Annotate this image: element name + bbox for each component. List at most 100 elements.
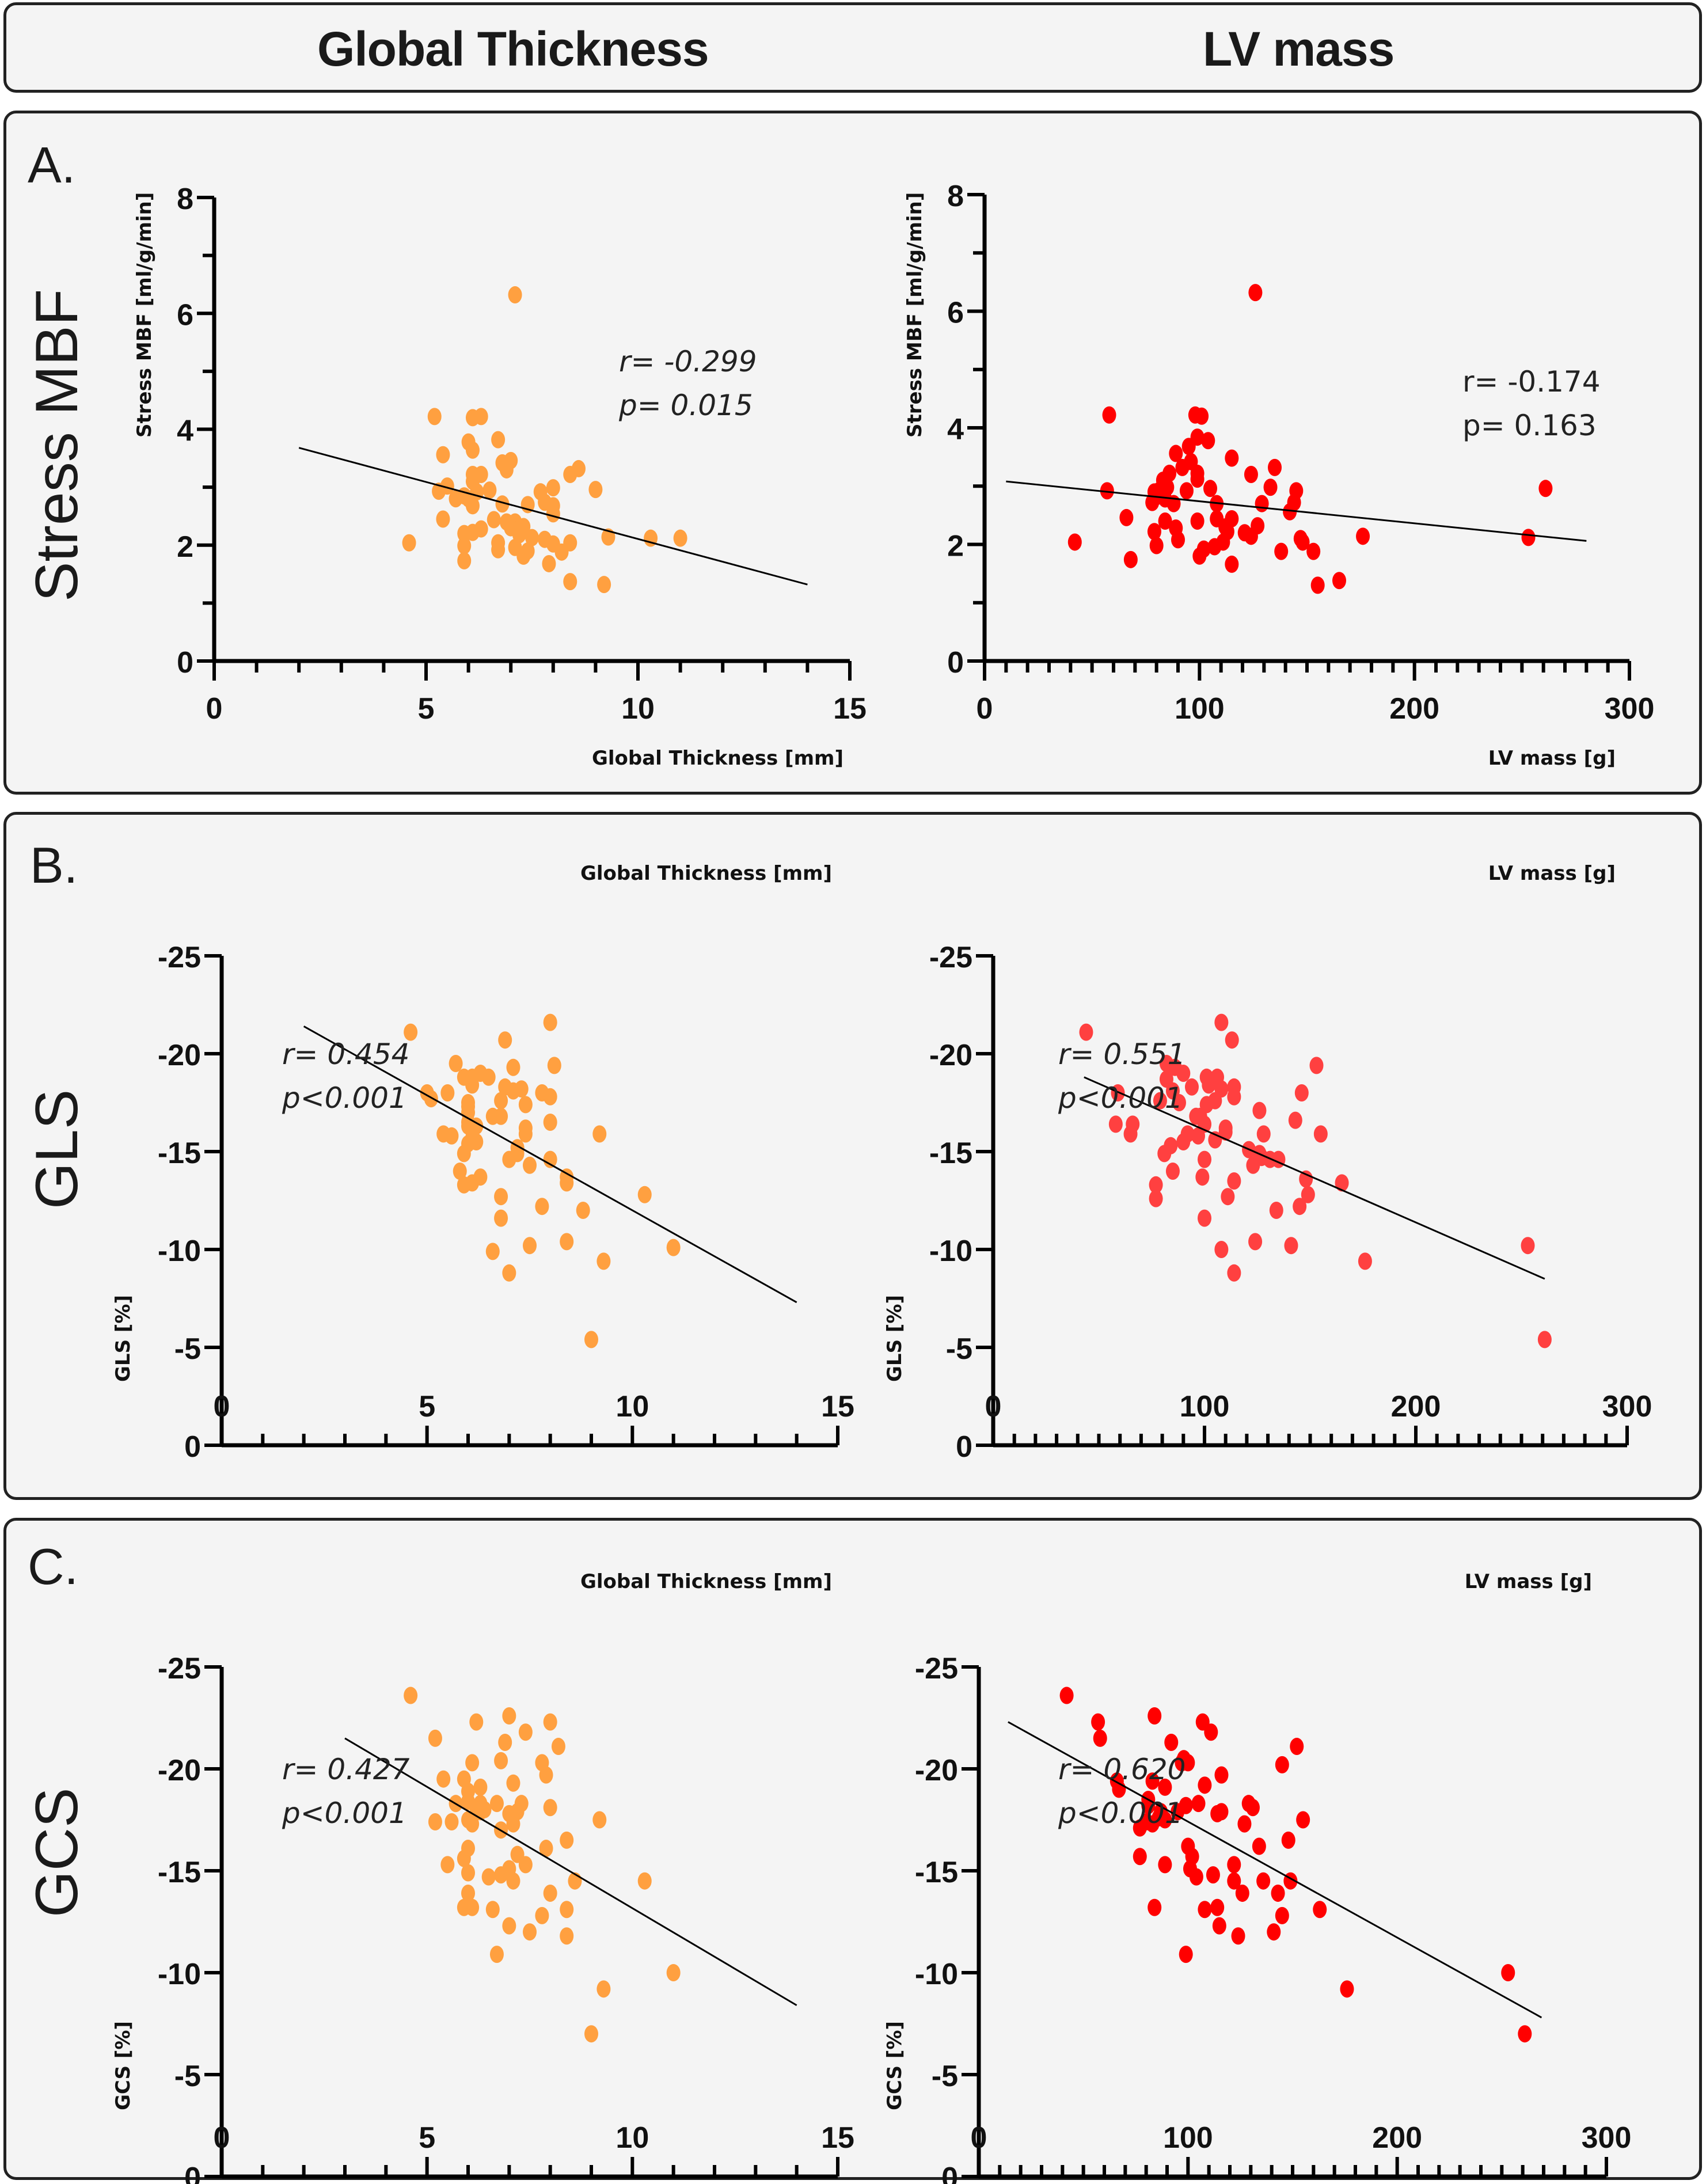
data-point (1198, 1150, 1211, 1168)
y-tick-label: -10 (929, 1235, 972, 1268)
y-tick-label: 4 (177, 415, 193, 448)
data-point (1227, 1172, 1241, 1190)
data-point (563, 465, 577, 483)
y-tick-label: -5 (932, 2060, 958, 2093)
data-point (1147, 523, 1161, 541)
correlation-p-label: p<0.001 (282, 1081, 407, 1115)
data-point (508, 286, 522, 304)
data-point (1281, 1831, 1295, 1849)
data-point (428, 1813, 442, 1831)
data-point (584, 1331, 598, 1349)
y-tick-label: -15 (929, 1137, 972, 1170)
data-point (1227, 1078, 1241, 1096)
data-point (560, 1927, 574, 1945)
regression-line (1008, 1721, 1542, 2019)
data-point (1252, 1837, 1266, 1855)
data-point (453, 1163, 467, 1180)
data-point (1313, 1125, 1328, 1143)
data-point (596, 1980, 611, 1998)
x-tick-label: 300 (1602, 1390, 1652, 1423)
row-b-panel (3, 812, 1702, 1500)
data-point (592, 1125, 607, 1143)
correlation-r-label: r= 0.454 (282, 1038, 409, 1071)
data-point (465, 1898, 480, 1916)
data-point (1225, 555, 1239, 573)
y-tick-label: -5 (174, 1332, 201, 1366)
data-point (1149, 1176, 1163, 1194)
data-point (1158, 512, 1172, 530)
y-tick-label: -20 (158, 1754, 201, 1787)
data-point (1198, 1776, 1212, 1794)
data-point (1245, 1799, 1260, 1817)
data-point (1244, 466, 1258, 483)
y-tick-label: 0 (941, 2162, 958, 2184)
y-tick-label: -25 (158, 1652, 201, 1685)
regression-line (303, 1025, 797, 1304)
data-point (502, 1264, 516, 1282)
data-point (498, 1031, 512, 1049)
data-point (563, 573, 577, 591)
x-tick-label: 200 (1372, 2121, 1422, 2155)
correlation-r-label: r= -0.299 (619, 345, 757, 378)
data-point (560, 1831, 574, 1849)
x-axis-title: LV mass [g] (1465, 1570, 1592, 1593)
data-point (1198, 1901, 1212, 1919)
data-point (502, 1860, 516, 1878)
data-point (1214, 1013, 1229, 1031)
data-point (596, 1252, 611, 1270)
data-point (1275, 1756, 1289, 1773)
data-point (506, 1058, 520, 1076)
data-point (491, 431, 506, 449)
data-point (1067, 533, 1082, 551)
data-point (1177, 1750, 1191, 1768)
data-point (457, 1068, 471, 1086)
data-point (1210, 1898, 1225, 1916)
column-title-global-thickness: Global Thickness (317, 22, 709, 76)
data-point (1180, 1125, 1195, 1143)
data-point (560, 1901, 574, 1919)
data-point (402, 534, 416, 552)
data-point (449, 1055, 463, 1072)
data-point (1274, 542, 1289, 560)
data-point (461, 1840, 475, 1858)
data-point (428, 1729, 442, 1747)
data-point (546, 505, 560, 523)
x-tick-label: 300 (1582, 2121, 1632, 2155)
data-point (1252, 1102, 1267, 1119)
data-point (637, 1872, 652, 1890)
y-tick-label: -5 (946, 1332, 972, 1366)
data-point (1100, 482, 1114, 500)
data-point (1119, 508, 1134, 526)
data-point (1164, 1733, 1179, 1751)
data-point (474, 520, 488, 538)
data-point (1079, 1023, 1093, 1041)
data-point (1145, 1772, 1160, 1790)
data-point (1521, 1237, 1535, 1255)
data-point (465, 497, 480, 515)
x-tick-label: 0 (977, 692, 993, 726)
y-tick-label: -5 (174, 2060, 201, 2093)
data-point (543, 1713, 557, 1731)
data-point (1255, 495, 1269, 512)
data-point (1227, 1872, 1241, 1890)
correlation-r-label: r= 0.427 (282, 1753, 410, 1786)
data-point (1296, 1811, 1310, 1829)
data-point (444, 1813, 459, 1831)
data-point (465, 1754, 480, 1772)
data-point (461, 1884, 475, 1902)
column-header-box: Global Thickness LV mass (3, 2, 1702, 93)
x-tick-label: 15 (821, 2121, 854, 2155)
data-point (1309, 1057, 1324, 1074)
panel-letter-b: B. (30, 837, 78, 894)
data-point (485, 1901, 500, 1919)
x-tick-label: 0 (971, 2121, 987, 2155)
data-point (474, 408, 488, 426)
data-point (543, 1013, 557, 1031)
data-point (543, 1114, 557, 1131)
data-point (502, 1707, 516, 1725)
data-point (1184, 1078, 1199, 1096)
chart-C-thickness: 0 5 10 15 0 -5 -10 -15 -20 -25 Global Thickness [m… (112, 1570, 854, 2184)
x-tick-label: 5 (419, 2121, 435, 2155)
data-point (1225, 449, 1239, 467)
data-point (1538, 480, 1553, 497)
